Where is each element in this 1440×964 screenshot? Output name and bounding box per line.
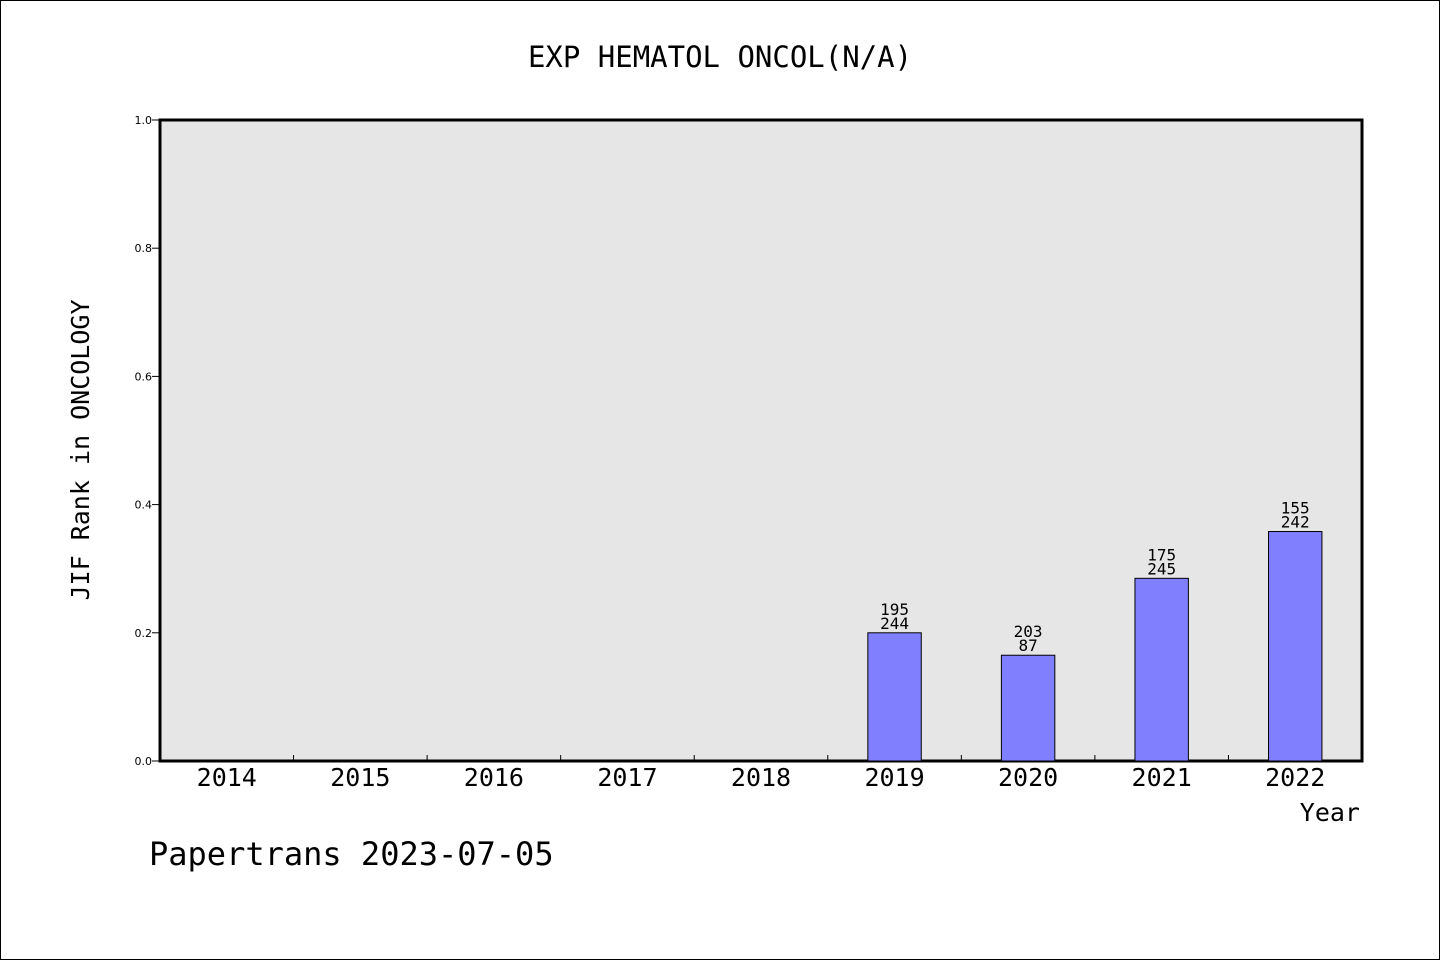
y-tick-label: 0.6 (135, 370, 153, 383)
data-label-2019-top: 195 (880, 600, 909, 619)
data-label-2020-top: 203 (1014, 622, 1043, 641)
x-tick-label: 2020 (998, 763, 1058, 792)
y-tick-label: 1.0 (135, 114, 153, 127)
y-tick-label: 0.4 (135, 499, 153, 512)
y-axis-ticks: 0.0 0.2 0.4 0.6 0.8 1.0 (135, 114, 160, 768)
bars (867, 531, 1323, 762)
data-label-2020-bottom: 87 (1018, 636, 1037, 655)
y-tick-label: 0.2 (135, 627, 153, 640)
footer-watermark: Papertrans 2023-07-05 (149, 835, 554, 873)
y-tick-label: 0.0 (135, 755, 153, 768)
data-label-2021-bottom: 245 (1147, 559, 1176, 578)
bar-2020 (1000, 654, 1056, 762)
x-tick-label: 2015 (330, 763, 390, 792)
data-label-2021-top: 175 (1147, 545, 1176, 564)
x-tick-label: 2014 (197, 763, 257, 792)
x-axis-label: Year (1300, 798, 1360, 827)
x-tick-label: 2017 (597, 763, 657, 792)
bar-2022 (1268, 531, 1323, 762)
bar-2021 (1134, 577, 1189, 762)
bar-2019 (867, 632, 922, 762)
x-tick-label: 2016 (464, 763, 524, 792)
chart-title: EXP HEMATOL ONCOL(N/A) (528, 40, 912, 74)
x-tick-label: 2022 (1265, 763, 1325, 792)
y-axis-label: JIF Rank in ONCOLOGY (66, 299, 95, 600)
data-label-2019-bottom: 244 (880, 614, 909, 633)
x-axis-ticks: 2014 2015 2016 2017 2018 2019 2020 2021 2022 (197, 755, 1325, 792)
data-label-2022-top: 155 (1281, 499, 1310, 518)
data-label-2022-bottom: 242 (1281, 513, 1310, 532)
x-tick-label: 2019 (864, 763, 924, 792)
x-tick-label: 2018 (731, 763, 791, 792)
y-tick-label: 0.8 (135, 242, 153, 255)
x-tick-label: 2021 (1132, 763, 1192, 792)
